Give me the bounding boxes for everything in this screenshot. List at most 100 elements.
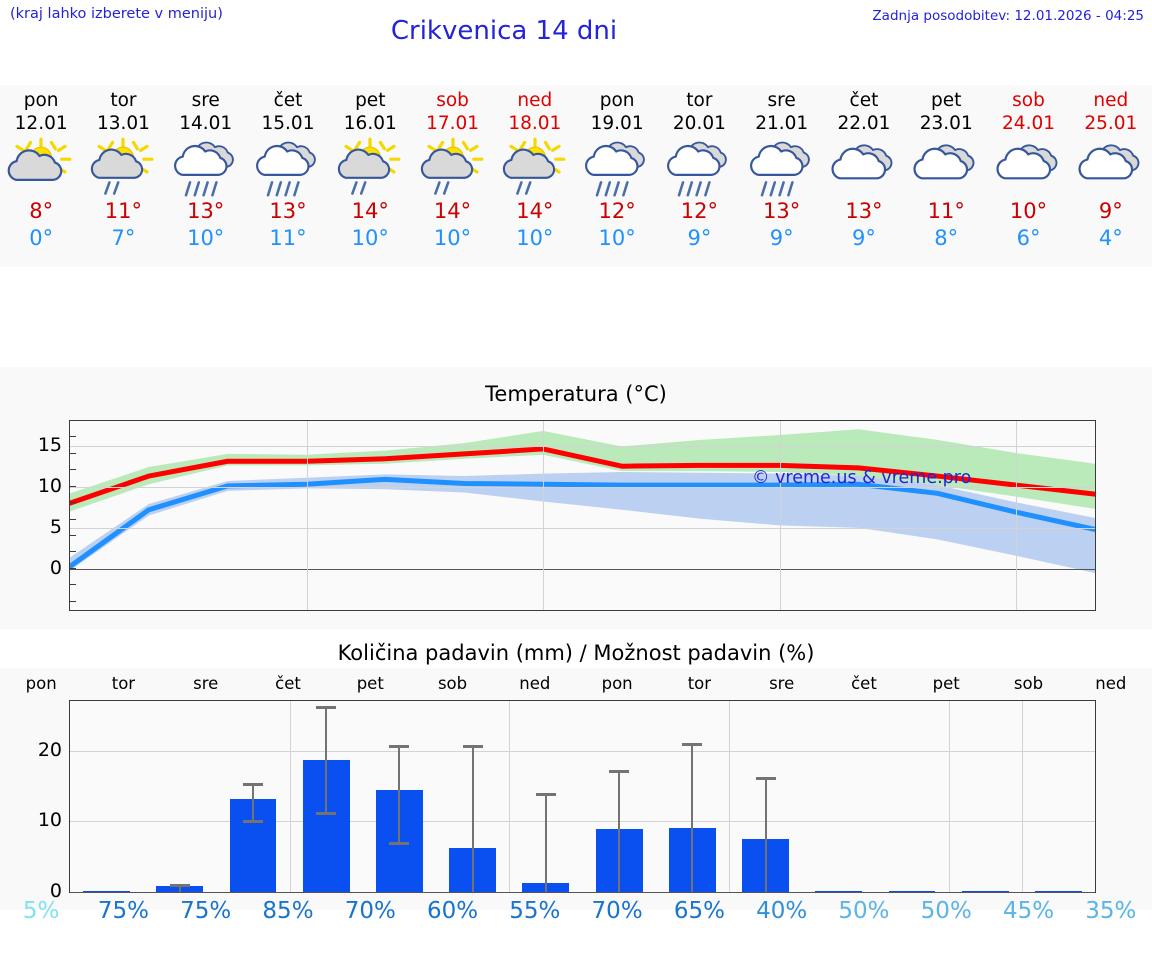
temperature-gridline bbox=[306, 421, 308, 610]
precipitation-probability-label: 45% bbox=[1002, 898, 1055, 924]
precipitation-day-label: pet bbox=[932, 674, 960, 693]
cloudy-icon bbox=[905, 138, 987, 198]
cloudy-rain-icon bbox=[576, 138, 658, 198]
precipitation-day-label: pon bbox=[25, 674, 57, 693]
precipitation-y-tick-label: 10 bbox=[37, 809, 62, 832]
day-max-temp: 14° bbox=[351, 199, 389, 223]
day-date-label: 17.01 bbox=[426, 113, 480, 134]
precipitation-gridline bbox=[70, 821, 1095, 823]
precipitation-gridline bbox=[70, 750, 1095, 752]
precipitation-error-cap bbox=[243, 783, 264, 787]
forecast-day-column[interactable]: pet 23.01 11° 8° bbox=[905, 85, 987, 267]
temperature-tick-mark bbox=[69, 584, 76, 586]
forecast-day-column[interactable]: čet 22.01 13° 9° bbox=[823, 85, 905, 267]
precipitation-error-bar bbox=[398, 744, 401, 842]
temperature-tick-mark bbox=[69, 535, 76, 537]
precipitation-error-bar bbox=[471, 744, 474, 892]
day-min-temp: 7° bbox=[111, 226, 136, 250]
precipitation-bar[interactable] bbox=[83, 890, 131, 892]
precipitation-error-bar bbox=[252, 783, 255, 820]
partly-cloudy-rain-icon bbox=[411, 137, 493, 198]
precipitation-chart-title: Količina padavin (mm) / Možnost padavin … bbox=[337, 641, 815, 665]
forecast-day-column[interactable]: ned 18.01 14° 10° bbox=[494, 85, 576, 267]
forecast-day-column[interactable]: pon 12.01 8° 0° bbox=[0, 85, 82, 267]
forecast-day-column[interactable]: sre 14.01 13° 10° bbox=[165, 85, 247, 267]
temperature-gridline bbox=[543, 421, 545, 610]
day-date-label: 15.01 bbox=[261, 113, 315, 134]
precipitation-gridline bbox=[728, 701, 730, 892]
temperature-y-tick-label: 5 bbox=[49, 515, 62, 538]
day-max-temp: 14° bbox=[516, 199, 554, 223]
forecast-day-column[interactable]: sre 21.01 13° 9° bbox=[741, 85, 823, 267]
rain-drops-glyph bbox=[351, 181, 367, 195]
day-max-temp: 11° bbox=[104, 199, 143, 223]
day-name-label: ned bbox=[517, 90, 553, 111]
temperature-tick-mark bbox=[69, 420, 76, 421]
forecast-day-column[interactable]: pon 19.01 12° 10° bbox=[576, 85, 658, 267]
temperature-tick-mark bbox=[69, 600, 76, 602]
precipitation-bar[interactable] bbox=[815, 890, 863, 892]
rain-drops-glyph bbox=[760, 181, 794, 197]
day-min-temp: 8° bbox=[934, 226, 959, 250]
forecast-day-column[interactable]: pet 16.01 14° 10° bbox=[329, 85, 411, 267]
day-max-temp: 13° bbox=[763, 199, 801, 223]
precipitation-error-cap bbox=[535, 792, 556, 796]
precipitation-bar[interactable] bbox=[1034, 890, 1082, 892]
precipitation-probability-label: 75% bbox=[97, 898, 149, 924]
day-name-label: čet bbox=[849, 90, 879, 111]
rain-drops-glyph bbox=[595, 181, 629, 197]
day-max-temp: 13° bbox=[269, 199, 307, 223]
cloudy-rain-icon bbox=[247, 138, 329, 198]
precipitation-error-bar bbox=[544, 792, 547, 892]
precipitation-probability-label: 65% bbox=[673, 898, 725, 924]
day-date-label: 14.01 bbox=[179, 113, 233, 134]
precipitation-y-tick-label: 0 bbox=[49, 880, 62, 902]
temperature-y-tick-label: 0 bbox=[49, 556, 62, 579]
day-max-temp: 14° bbox=[433, 199, 472, 223]
forecast-day-column[interactable]: sob 24.01 10° 6° bbox=[987, 85, 1069, 267]
precipitation-gridline bbox=[948, 701, 950, 892]
precipitation-probability-label: 60% bbox=[426, 898, 479, 924]
cloudy-icon bbox=[1070, 138, 1152, 198]
precipitation-day-label: čet bbox=[275, 674, 301, 693]
rain-drops-glyph bbox=[104, 181, 120, 195]
precipitation-error-cap bbox=[316, 812, 337, 816]
menu-hint-label: (kraj lahko izberete v meniju) bbox=[10, 6, 223, 22]
day-date-label: 21.01 bbox=[755, 113, 809, 134]
day-max-temp: 12° bbox=[680, 199, 718, 223]
day-date-label: 12.01 bbox=[14, 113, 68, 134]
temperature-y-axis: 0 5 10 15 bbox=[0, 420, 62, 611]
watermark-label: © vreme.us & vreme.pro bbox=[752, 468, 972, 488]
precipitation-bar[interactable] bbox=[888, 890, 936, 892]
precipitation-probability-label: 35% bbox=[1085, 898, 1137, 924]
forecast-day-column[interactable]: tor 20.01 12° 9° bbox=[658, 85, 740, 267]
day-min-temp: 4° bbox=[1098, 226, 1123, 250]
day-min-temp: 9° bbox=[769, 226, 794, 250]
precipitation-probability-label: 50% bbox=[838, 898, 890, 924]
precipitation-day-label: sre bbox=[769, 674, 795, 693]
forecast-day-column[interactable]: tor 13.01 11° 7° bbox=[82, 85, 164, 267]
precipitation-probability-row: 5% 75% 75% 85% 70% 60% 55% 70% 65% 40% 50% 50% 45% 35… bbox=[0, 898, 1152, 934]
temperature-gridline bbox=[70, 486, 1095, 488]
day-max-temp: 13° bbox=[845, 199, 883, 223]
forecast-day-column[interactable]: čet 15.01 13° 11° bbox=[247, 85, 329, 267]
precipitation-probability-label: 5% bbox=[22, 898, 60, 924]
day-name-label: sre bbox=[767, 90, 796, 111]
precipitation-day-labels: pon tor sre čet pet sob ned pon tor sre čet pet sob n… bbox=[0, 674, 1152, 698]
precipitation-day-label: sob bbox=[437, 674, 468, 693]
temperature-gridline bbox=[70, 445, 1095, 447]
precipitation-error-cap bbox=[389, 841, 410, 845]
day-min-temp: 10° bbox=[598, 226, 636, 250]
day-name-label: sob bbox=[436, 90, 469, 111]
forecast-day-column[interactable]: ned 25.01 9° 4° bbox=[1070, 85, 1152, 267]
day-date-label: 13.01 bbox=[96, 113, 150, 134]
forecast-day-column[interactable]: sob 17.01 14° 10° bbox=[411, 85, 493, 267]
rain-drops-glyph bbox=[184, 181, 218, 197]
precipitation-day-label: ned bbox=[1095, 674, 1127, 693]
precipitation-day-label: ned bbox=[519, 674, 551, 693]
precipitation-error-cap bbox=[389, 744, 410, 748]
temperature-y-tick-label: 15 bbox=[37, 433, 62, 456]
day-max-temp: 13° bbox=[187, 199, 225, 223]
precipitation-bar[interactable] bbox=[961, 890, 1009, 892]
precipitation-gridline bbox=[70, 892, 1095, 893]
